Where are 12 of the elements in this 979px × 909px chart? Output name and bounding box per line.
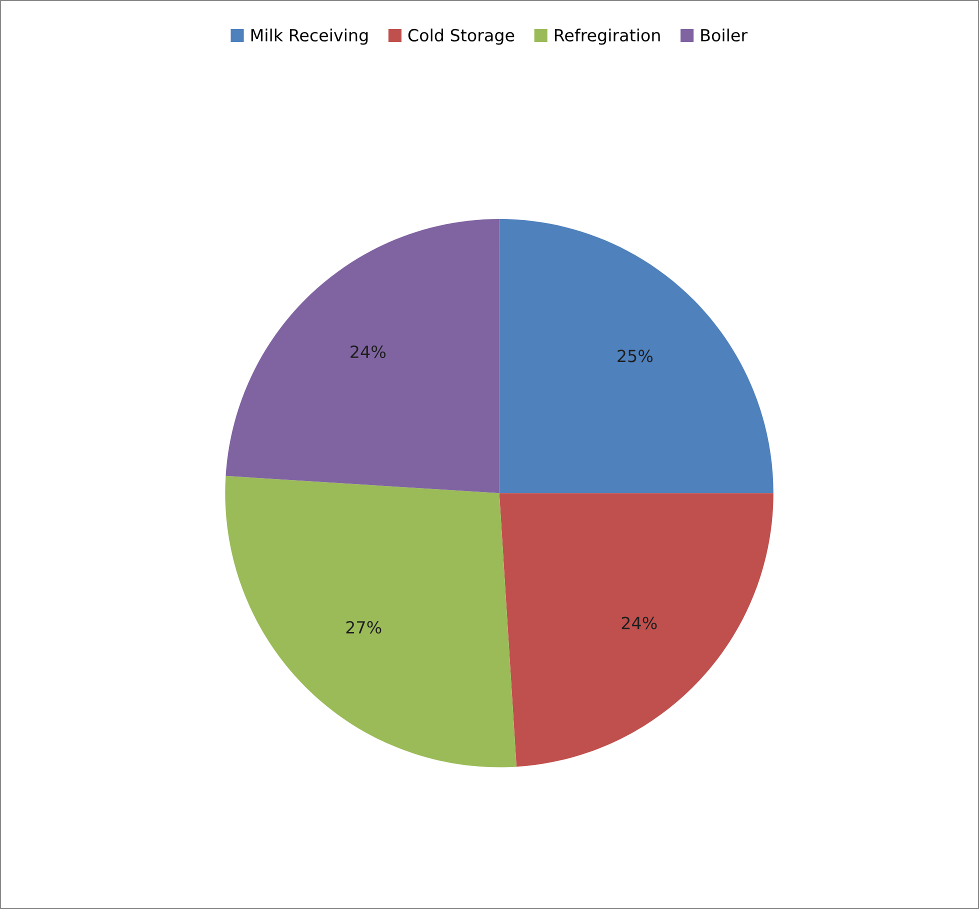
legend-label: Boiler <box>701 28 748 42</box>
data-label: 24% <box>350 345 386 358</box>
data-label: 25% <box>618 350 653 362</box>
data-label: 27% <box>346 621 382 634</box>
legend-label: Milk Receiving <box>251 28 368 45</box>
pie-slice <box>226 219 500 494</box>
legend-label: Refregiration <box>554 28 660 45</box>
pie-slice <box>225 476 516 768</box>
legend-label: Cold Storage <box>408 28 514 45</box>
data-label: 24% <box>622 616 657 630</box>
pie-slice <box>499 493 774 767</box>
pie-slice <box>499 219 774 494</box>
